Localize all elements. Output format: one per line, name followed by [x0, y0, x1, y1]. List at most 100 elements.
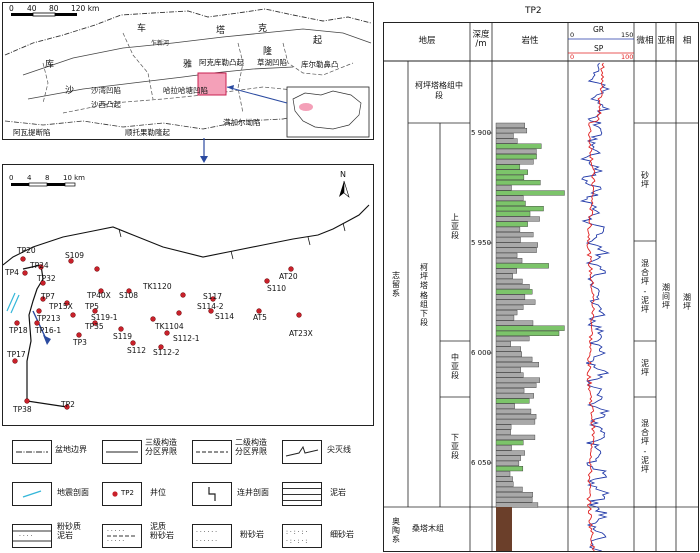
lithology-bed: [495, 325, 565, 331]
well-label-at5: AT5: [253, 313, 267, 322]
legend-siltstone-swatch: · · · · · · · · · · · ·: [192, 524, 232, 548]
detail-map: 0 4 8 10 km N TP20 TP24 S109 TP4 TP32 TP…: [2, 164, 374, 426]
north-arrow-label: N: [340, 170, 346, 179]
well-label-tk1120: TK1120: [143, 282, 172, 291]
legend-well-sample: TP2: [121, 489, 134, 497]
lithology-bed: [495, 164, 521, 170]
well-label-s119-1: S119-1: [91, 313, 118, 322]
label-ku: 库: [45, 60, 55, 70]
well-label-s114-2: S114-2: [197, 302, 224, 311]
lithology-bed: [495, 221, 528, 227]
legend-well-section-swatch: [192, 482, 232, 506]
inset-arrow: [226, 86, 288, 104]
well-label-tp4: TP4: [5, 268, 19, 277]
header-facies: 相: [682, 36, 692, 46]
lithology-bed: [495, 351, 523, 357]
header-subfacies: 亚相: [657, 36, 675, 46]
well-label-s112: S112: [127, 346, 147, 355]
well-label-tp38: TP38: [13, 405, 32, 414]
lithology-bed: [495, 367, 521, 373]
legend-mudstone: 泥岩: [330, 488, 346, 497]
lithology-bed: [495, 294, 526, 300]
label-awati: 阿瓦提断陷: [13, 128, 51, 137]
lithology-bed: [495, 174, 525, 181]
well-label-tp16-1: TP16-1: [35, 326, 62, 335]
label-kuerle: 库尔勒鼻凸: [301, 60, 339, 69]
lithology-bed: [495, 205, 544, 212]
legend-well-swatch: TP2: [102, 482, 142, 506]
well-label-s119: S119: [113, 332, 133, 341]
label-sha: 沙: [65, 86, 75, 96]
member-upper: 上亚段: [451, 213, 459, 241]
svg-text:· · · · ·: · · · · ·: [107, 528, 124, 535]
micro-mixed-1: 混合坪-泥坪: [641, 259, 649, 314]
legend-muddy-siltstone: 泥质 粉砂岩: [150, 522, 174, 541]
legend-level2: 二级构造 分区界限: [235, 438, 267, 457]
lithology-bed: [495, 471, 511, 477]
column-title: TP2: [525, 6, 542, 16]
legend-mudstone-swatch: [282, 482, 322, 506]
seismic-line-2: [10, 294, 20, 314]
well-label-tp2: TP2: [61, 400, 75, 409]
detail-scale-8: 8: [45, 174, 50, 182]
lithology-bed: [495, 304, 524, 311]
legend-level2-swatch: [192, 440, 232, 464]
lithology-bars: [495, 122, 565, 551]
depth-6000: 6 000: [471, 349, 492, 357]
well-label-tp18: TP18: [9, 326, 28, 335]
lithology-bed: [495, 315, 515, 321]
gr-min: 0: [570, 31, 575, 39]
header-stratum: 地层: [418, 36, 436, 46]
lithology-bed: [495, 226, 521, 233]
lithology-bed: [495, 247, 537, 253]
label-ta: 塔: [216, 26, 226, 36]
lithology-bed: [495, 179, 541, 186]
svg-text:· : · : · :: · : · : · :: [286, 538, 307, 545]
lithology-bed: [495, 200, 526, 207]
lithology-bed: [495, 273, 513, 279]
lithology-bed: [495, 320, 534, 326]
formation-mid: 柯坪塔格组中段: [415, 81, 463, 101]
system-zhiliu: 志留系: [392, 271, 400, 299]
formation-low: 柯坪塔格组下段: [420, 263, 428, 328]
micro-mud: 泥坪: [641, 359, 649, 378]
lithology-bed: [495, 169, 528, 175]
well-label-tp35: TP35: [85, 322, 104, 331]
lithology-bed: [495, 372, 524, 378]
lithology-bed: [495, 185, 512, 191]
lithology-bed: [495, 356, 533, 363]
legend-well: 井位: [150, 488, 166, 497]
overview-scale-80: 80: [49, 4, 59, 13]
legend: 盆地边界 三级构造 分区界限 二级构造 分区界限 尖灭线 地震剖面 TP2 井位…: [0, 430, 375, 553]
lithology-bed: [495, 211, 531, 217]
overview-map-svg: [4, 8, 372, 138]
lithology-bed: [495, 336, 530, 342]
legend-pinchout: 尖灭线: [327, 445, 351, 454]
china-inset: [286, 86, 370, 138]
well-label-tp213: TP213: [37, 314, 61, 323]
lithology-bed: [495, 460, 520, 467]
lithology-bed: [495, 398, 530, 404]
seismic-line-1: [6, 292, 16, 312]
sp-curve: [586, 62, 605, 552]
lithology-bed: [495, 268, 517, 274]
depth-6050: 6 050: [471, 459, 492, 467]
depth-5950: 5 950: [471, 239, 492, 247]
member-lower: 下亚段: [451, 433, 459, 461]
legend-seismic-swatch: [12, 482, 52, 506]
lithology-bed: [495, 362, 539, 368]
sp-label: SP: [594, 44, 604, 53]
lithology-bed: [495, 138, 518, 144]
label-shuntuo: 顺托果勒隆起: [125, 128, 170, 137]
legend-level3-swatch: [102, 440, 142, 464]
lithology-bed: [495, 455, 521, 461]
lithology-bed: [495, 257, 523, 264]
overview-scale-40: 40: [27, 4, 37, 13]
member-middle: 中亚段: [451, 353, 459, 381]
map-link-arrow: [200, 138, 208, 163]
overview-map: 0 40 80 120 km 车 塔 克 库 雅 隆 起 沙 沙湾凹陷 沙西凸起…: [2, 2, 374, 140]
facies-tidal: 潮坪: [683, 293, 691, 312]
legend-fine-sandstone: 细砂岩: [330, 530, 354, 539]
header-microfacies: 微相: [636, 36, 654, 46]
lithology-bed: [495, 341, 511, 347]
